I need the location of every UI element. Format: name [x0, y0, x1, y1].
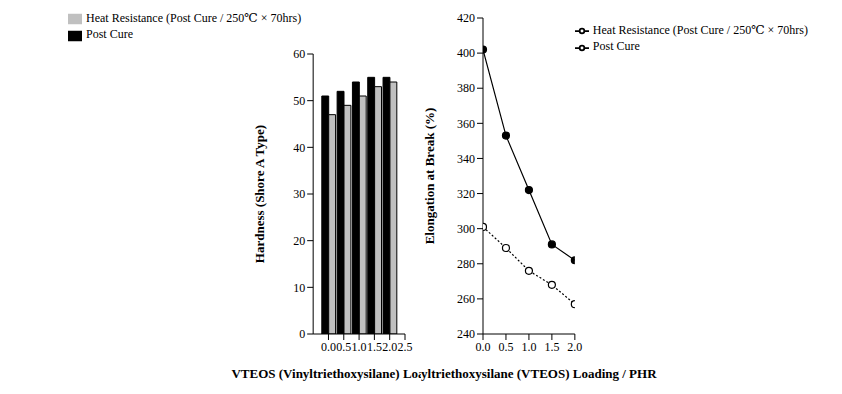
svg-text:320: 320 — [457, 187, 475, 201]
svg-text:1.5: 1.5 — [544, 340, 559, 354]
svg-text:Hardness (Shore A Type): Hardness (Shore A Type) — [252, 125, 267, 263]
svg-text:60: 60 — [293, 47, 305, 61]
svg-text:380: 380 — [457, 81, 475, 95]
html-text:Heat Resistance (Post Cure / 2: Heat Resistance (Post Cure / 250℃ × 70hr… — [592, 23, 808, 37]
svg-text:50: 50 — [293, 94, 305, 108]
svg-text:Elongation at Break (%): Elongation at Break (%) — [422, 108, 437, 245]
svg-text:0: 0 — [299, 327, 305, 341]
svg-text:2.0: 2.0 — [382, 340, 397, 354]
svg-text:280: 280 — [457, 257, 475, 271]
svg-text:1.0: 1.0 — [521, 340, 536, 354]
svg-text:2.0: 2.0 — [567, 340, 582, 354]
svg-text:240: 240 — [457, 327, 475, 341]
svg-text:10: 10 — [293, 281, 305, 295]
svg-text:360: 360 — [457, 117, 475, 131]
svg-text:Vinyltriethoxysilane (VTEOS) L: Vinyltriethoxysilane (VTEOS) Loading / P… — [421, 366, 657, 381]
svg-text:0.5: 0.5 — [498, 340, 513, 354]
svg-text:VTEOS (Vinyltriethoxysilane) L: VTEOS (Vinyltriethoxysilane) Loading / P… — [231, 366, 421, 381]
svg-text:0.5: 0.5 — [336, 340, 351, 354]
svg-text:1.5: 1.5 — [367, 340, 382, 354]
svg-text:0.0: 0.0 — [476, 340, 491, 354]
svg-text:340: 340 — [457, 152, 475, 166]
svg-text:420: 420 — [457, 11, 475, 25]
svg-text:0.0: 0.0 — [321, 340, 336, 354]
svg-text:300: 300 — [457, 222, 475, 236]
svg-text:30: 30 — [293, 187, 305, 201]
svg-text:1.0: 1.0 — [352, 340, 367, 354]
html-text:Heat Resistance (Post Cure / 2: Heat Resistance (Post Cure / 250℃ × 70hr… — [86, 11, 302, 25]
html-text:Post Cure: Post Cure — [592, 39, 640, 54]
svg-text:40: 40 — [293, 141, 305, 155]
html-text:Post Cure: Post Cure — [86, 27, 133, 42]
svg-text:20: 20 — [293, 234, 305, 248]
svg-text:260: 260 — [457, 292, 475, 306]
svg-text:400: 400 — [457, 46, 475, 60]
svg-text:2.5: 2.5 — [398, 340, 413, 354]
